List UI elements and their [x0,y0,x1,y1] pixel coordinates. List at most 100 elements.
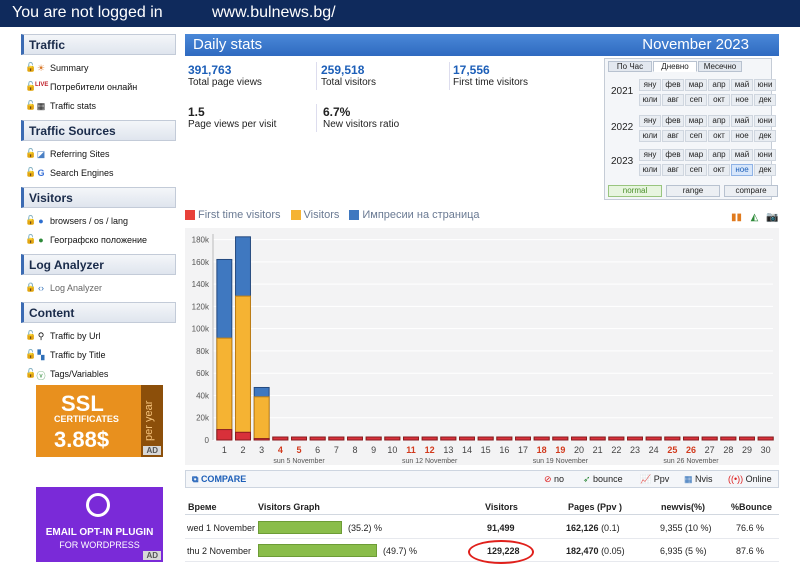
calendar-month-cell[interactable]: дек [754,164,776,176]
bar-visitors [253,396,270,441]
x-tick-label: 10 [387,445,397,455]
calendar-month-cell[interactable]: фев [662,149,684,161]
calendar-month-cell[interactable]: юли [639,130,661,142]
calendar-month-cell[interactable]: фев [662,115,684,127]
calendar-month-cell[interactable]: авг [662,94,684,106]
area-chart-icon[interactable]: ◭ [750,212,759,223]
sidebar-item-summary[interactable]: 🔓 ☀ Summary [21,58,176,77]
calendar-year-label: 2023 [611,156,634,167]
sidebar-item-geo[interactable]: 🔓 ● Географско положение [21,230,176,249]
legend-swatch [185,210,195,220]
sidebar-item-online-users[interactable]: 🔓 LIVE Потребители онлайн [21,77,176,96]
bar-first-time-visitors [309,436,326,441]
calendar-month-cell[interactable]: апр [708,149,730,161]
calendar-month-cell[interactable]: фев [662,79,684,91]
legend-visitors[interactable]: Visitors [290,209,339,221]
link-icon: ⚲ [37,330,45,341]
calendar-month-cell[interactable]: мар [685,79,707,91]
calendar-month-cell[interactable]: сеп [685,94,707,106]
sidebar-item-search-engines[interactable]: 🔓 G Search Engines [21,163,176,182]
calendar-month-cell[interactable]: юни [754,149,776,161]
option-no[interactable]: ⊘ no [544,474,564,485]
y-tick-label: 140k [192,280,210,289]
column-header[interactable]: newvis(%) [661,502,706,512]
tab-hourly[interactable]: По Час [608,61,652,72]
option-bounce[interactable]: ➶ bounce [583,474,623,485]
calendar-month-cell[interactable]: авг [662,130,684,142]
camera-icon[interactable]: 📷 [766,212,779,223]
calendar-month-cell[interactable]: окт [708,130,730,142]
calendar-month-cell[interactable]: юли [639,164,661,176]
column-header[interactable]: Visitors [485,502,518,512]
cell-newvis: 6,935 (5 %) [660,546,707,556]
sidebar-section-traffic-sources[interactable]: Traffic Sources [21,120,176,141]
calendar-month-cell[interactable]: апр [708,115,730,127]
table-row[interactable]: thu 2 November (49.7) % 129,228 182,470 (0.… [185,540,779,562]
sidebar-item-browsers[interactable]: 🔓 ● browsers / os / lang [21,211,176,230]
sidebar-section-traffic[interactable]: Traffic [21,34,176,55]
compare-button[interactable]: ⧉ COMPARE [192,474,246,485]
calendar-month-cell[interactable]: ное [731,94,753,106]
mode-range-button[interactable]: range [666,185,720,197]
tab-monthly[interactable]: Месечно [698,61,742,72]
mode-compare-button[interactable]: compare [724,185,778,197]
sidebar-item-log-analyzer[interactable]: 🔒 ‹› Log Analyzer [21,278,176,297]
sidebar-item-traffic-by-title[interactable]: 🔓 ▚ Traffic by Title [21,345,176,364]
column-header[interactable]: Pages (Ppv ) [568,502,623,512]
calendar-month-cell[interactable]: май [731,149,753,161]
cell-day[interactable]: thu 2 November [187,546,252,556]
calendar-month-cell[interactable]: апр [708,79,730,91]
mode-normal-button[interactable]: normal [608,185,662,197]
option-nvis[interactable]: ▦ Nvis [684,474,713,485]
calendar-month-cell[interactable]: сеп [685,130,707,142]
calendar-month-cell[interactable]: мар [685,115,707,127]
calendar-month-cell[interactable]: май [731,115,753,127]
sidebar-item-label: Search Engines [50,167,114,178]
sidebar-item-traffic-stats[interactable]: 🔓 ▦ Traffic stats [21,96,176,115]
sidebar-section-log-analyzer[interactable]: Log Analyzer [21,254,176,275]
calendar-month-cell[interactable]: юни [754,79,776,91]
calendar-month-cell[interactable]: юли [639,94,661,106]
bar-chart-icon[interactable]: ▮▮ [730,212,742,223]
calendar-month-cell[interactable]: яну [639,115,661,127]
calendar-month-cell[interactable]: сеп [685,164,707,176]
x-tick-label: 12 [425,445,435,455]
calendar-month-cell[interactable]: мар [685,149,707,161]
calendar-month-cell[interactable]: ное [731,130,753,142]
legend-first-time[interactable]: First time visitors [185,209,281,221]
legend-pageviews[interactable]: Импресии на страница [349,209,480,221]
column-header[interactable]: %Bounce [731,502,773,512]
option-online[interactable]: ((•)) Online [728,474,772,484]
bar-visitors [216,337,233,441]
bar-visitors [235,295,251,441]
sidebar-item-tags[interactable]: 🔓 ⓥ Tags/Variables [21,364,176,383]
calendar-month-cell[interactable]: дек [754,130,776,142]
calendar-month-cell[interactable]: окт [708,94,730,106]
column-header[interactable]: Време [188,502,217,512]
cell-day[interactable]: wed 1 November [187,523,256,533]
sidebar-item-label: Log Analyzer [50,282,103,293]
bar-first-time-visitors [384,436,401,441]
sidebar-item-referring-sites[interactable]: 🔓 ◪ Referring Sites [21,144,176,163]
option-ppv[interactable]: 📈 Ppv [640,474,669,485]
calendar-month-cell[interactable]: яну [639,79,661,91]
y-tick-label: 160k [192,258,210,267]
calendar-month-cell[interactable]: дек [754,94,776,106]
sidebar-section-visitors[interactable]: Visitors [21,187,176,208]
calendar-month-cell[interactable]: окт [708,164,730,176]
column-header[interactable]: Visitors Graph [258,502,320,512]
tab-daily[interactable]: Дневно [653,61,697,72]
calendar-month-cell[interactable]: ное [731,164,753,176]
calendar-month-cell[interactable]: авг [662,164,684,176]
calendar-month-cell[interactable]: яну [639,149,661,161]
ssl-ad-banner[interactable]: SSL CERTIFICATES 3.88$ per year AD [36,385,163,457]
cell-graph-pct: (49.7) % [383,546,418,556]
sidebar-item-traffic-by-url[interactable]: 🔓 ⚲ Traffic by Url [21,326,176,345]
email-plugin-ad-banner[interactable]: EMAIL OPT-IN PLUGIN FOR WORDPRESS AD [36,487,163,562]
sidebar-section-content[interactable]: Content [21,302,176,323]
calendar-month-cell[interactable]: юни [754,115,776,127]
calendar-month-cell[interactable]: май [731,79,753,91]
online-icon: ((•)) [728,474,746,484]
table-row[interactable]: wed 1 November (35.2) % 91,499 162,126 (0.1… [185,517,779,539]
site-url[interactable]: www.bulnews.bg/ [212,4,336,21]
